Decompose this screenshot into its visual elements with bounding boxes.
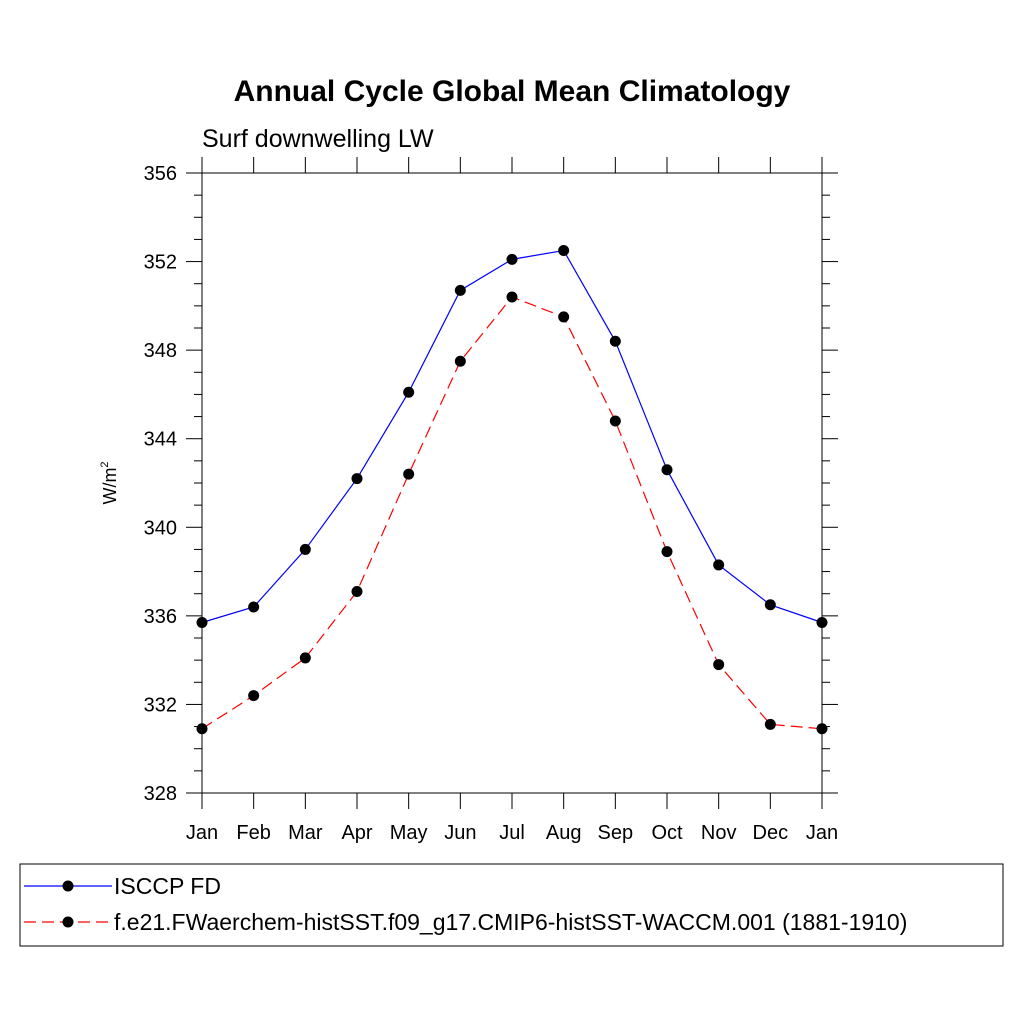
x-tick-label: Apr [341,822,372,844]
series-0-point [196,617,208,628]
series-0-point [454,284,466,296]
series-0-point [558,245,570,256]
y-tick-label: 340 [144,517,177,539]
series-0-point [299,543,311,555]
legend: ISCCP FD f.e21.FWaerchem-histSST.f09_g17.… [19,863,1004,947]
series-1-point [764,718,776,730]
plot-frame [201,172,823,794]
series-0-point [248,601,260,613]
series-1-point [661,546,673,558]
series-line-1 [201,296,823,730]
legend-frame [19,863,1004,947]
x-axis-ticks: Jan Feb Mar Apr May Jun Jul Aug Sep Oct Nov Dec Jan [186,157,838,844]
x-tick-label: Jun [444,822,476,844]
series-0-point [351,473,363,485]
x-tick-label: May [390,822,428,844]
series-1-point [454,355,466,367]
x-tick-label: Mar [288,822,323,844]
series-0-point [403,386,415,398]
x-tick-label: Aug [546,822,582,844]
series-0-point [713,559,725,571]
series-1-point [299,652,311,664]
legend-swatch-marker-0 [62,880,74,892]
y-tick-label: 352 [144,252,177,274]
x-tick-label: Oct [651,822,683,844]
x-tick-label: Jan [186,822,218,844]
y-tick-label: 348 [144,340,177,362]
y-axis-label-unit: W/m [100,468,120,505]
series-1-point [351,586,363,597]
x-tick-label: Jul [499,822,525,844]
x-tick-label: Jan [806,822,838,844]
series-line-0 [201,249,823,624]
series-0-point [764,599,776,611]
y-axis-label-superscript: 2 [99,461,111,467]
y-tick-label: 332 [144,694,177,716]
y-tick-label: 356 [144,163,177,185]
y-axis-ticks: 328 332 336 340 344 348 352 356 [144,163,838,805]
series-1-point [609,415,621,427]
series-1-point [816,723,828,735]
x-tick-label: Sep [598,822,634,844]
series-0-point [816,617,828,628]
series-0-point [661,464,673,476]
x-tick-label: Dec [753,822,789,844]
series-1-point [403,468,415,480]
chart-title: Annual Cycle Global Mean Climatology [234,75,791,108]
legend-swatch-marker-1 [62,916,74,928]
series-1-point [196,723,208,735]
y-axis-label: W/m2 [99,461,120,504]
series-layer [196,245,828,735]
y-tick-label: 328 [144,783,177,805]
chart-subtitle: Surf downwelling LW [202,125,434,153]
x-tick-label: Nov [701,822,737,844]
series-1-point [558,311,570,323]
series-0-point [609,335,621,347]
legend-items: ISCCP FD f.e21.FWaerchem-histSST.f09_g17.… [24,873,907,935]
x-tick-label: Feb [236,822,270,844]
series-1-point [713,659,725,671]
series-0-point [506,253,518,265]
series-1-point [248,690,260,702]
y-tick-label: 344 [144,429,177,451]
y-tick-label: 336 [144,606,177,628]
series-1-point [506,291,518,303]
legend-label-1: f.e21.FWaerchem-histSST.f09_g17.CMIP6-hi… [114,909,907,935]
legend-label-0: ISCCP FD [114,873,221,899]
